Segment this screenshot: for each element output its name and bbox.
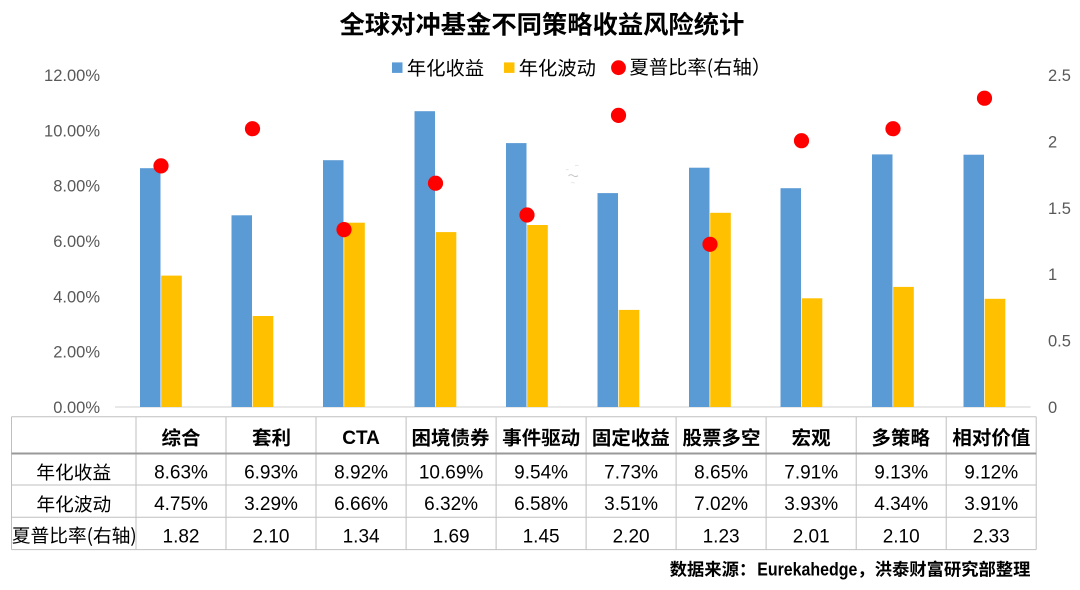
svg-text:Eurekahedge: Eurekahedge xyxy=(757,559,857,579)
svg-text:3.51%: 3.51% xyxy=(604,494,658,515)
svg-text:1.23: 1.23 xyxy=(703,527,740,548)
svg-text:0.00%: 0.00% xyxy=(53,399,100,417)
svg-text:2.01: 2.01 xyxy=(793,527,830,548)
svg-text:9.13%: 9.13% xyxy=(874,462,928,483)
svg-text:CTA: CTA xyxy=(342,428,380,449)
svg-text:1.45: 1.45 xyxy=(523,527,560,548)
svg-text:6.58%: 6.58% xyxy=(514,494,568,515)
svg-text:9.54%: 9.54% xyxy=(514,462,568,483)
svg-text:7.02%: 7.02% xyxy=(694,494,748,515)
svg-text:2.33: 2.33 xyxy=(973,527,1010,548)
svg-text:3.29%: 3.29% xyxy=(244,494,298,515)
svg-text:8.63%: 8.63% xyxy=(154,462,208,483)
svg-text:1.34: 1.34 xyxy=(343,527,380,548)
svg-text:8.92%: 8.92% xyxy=(334,462,388,483)
svg-text:7.91%: 7.91% xyxy=(784,462,838,483)
svg-text:9.12%: 9.12% xyxy=(964,462,1018,483)
svg-text:4.00%: 4.00% xyxy=(53,288,100,306)
svg-text:2.10: 2.10 xyxy=(253,527,290,548)
svg-text:2.10: 2.10 xyxy=(883,527,920,548)
svg-text:6.66%: 6.66% xyxy=(334,494,388,515)
svg-text:1: 1 xyxy=(1048,266,1057,284)
svg-text:7.73%: 7.73% xyxy=(604,462,658,483)
svg-text:2.20: 2.20 xyxy=(613,527,650,548)
svg-text:1.82: 1.82 xyxy=(163,527,200,548)
svg-text:1.5: 1.5 xyxy=(1048,200,1071,218)
svg-text:6.32%: 6.32% xyxy=(424,494,478,515)
svg-text:2: 2 xyxy=(1048,133,1057,151)
svg-text:4.75%: 4.75% xyxy=(154,494,208,515)
svg-text:6.93%: 6.93% xyxy=(244,462,298,483)
svg-text:10.00%: 10.00% xyxy=(44,122,100,140)
svg-text:2.5: 2.5 xyxy=(1048,67,1071,85)
svg-text:10.69%: 10.69% xyxy=(419,462,484,483)
svg-text:3.91%: 3.91% xyxy=(964,494,1018,515)
svg-text:0.5: 0.5 xyxy=(1048,333,1071,351)
svg-text:4.34%: 4.34% xyxy=(874,494,928,515)
svg-text:12.00%: 12.00% xyxy=(44,67,100,85)
svg-text:8.00%: 8.00% xyxy=(53,178,100,196)
svg-text:1.69: 1.69 xyxy=(433,527,470,548)
svg-text:3.93%: 3.93% xyxy=(784,494,838,515)
svg-text:6.00%: 6.00% xyxy=(53,233,100,251)
svg-text:0: 0 xyxy=(1048,399,1057,417)
svg-text:8.65%: 8.65% xyxy=(694,462,748,483)
svg-text:2.00%: 2.00% xyxy=(53,344,100,362)
